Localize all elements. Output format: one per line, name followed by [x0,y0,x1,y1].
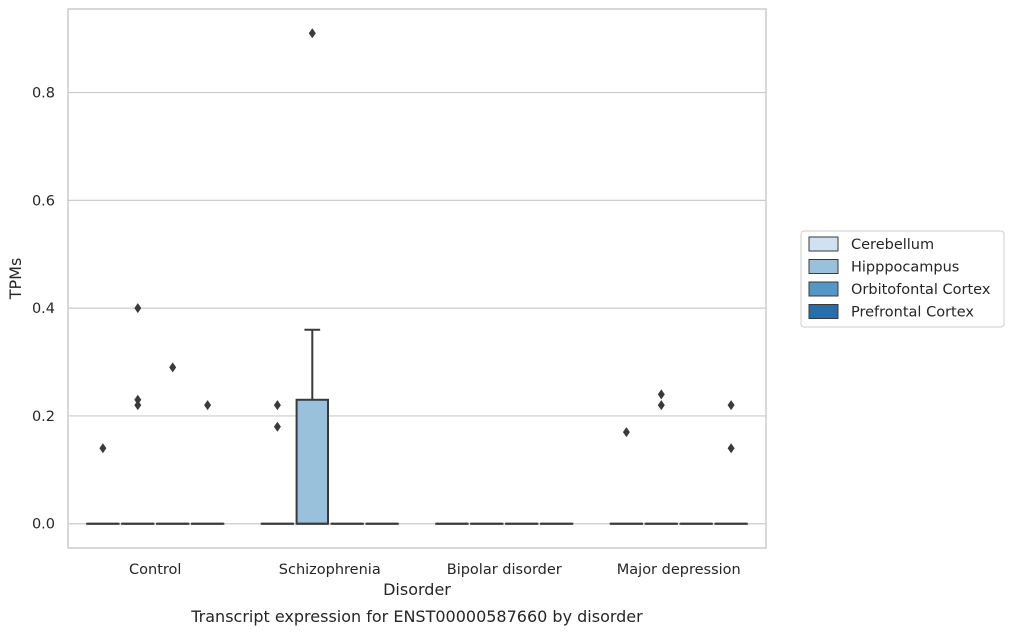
y-tick-label: 0.2 [32,409,55,425]
outlier-point [273,421,281,432]
y-tick-label: 0.0 [32,517,55,533]
y-tick-label: 0.6 [32,193,55,209]
outlier-point [657,400,665,411]
outlier-point [273,400,281,411]
x-tick-label: Schizophrenia [279,562,381,578]
y-tick-label: 0.4 [32,301,55,317]
outlier-point [99,443,107,454]
x-tick-labels: Control Schizophrenia Bipolar disorder Majo… [129,562,741,578]
x-tick-label: Major depression [617,562,741,578]
x-tick-label: Control [129,562,181,578]
box-body [295,398,330,525]
legend-label: Orbitofontal Cortex [851,282,991,298]
outlier-layer [99,28,735,454]
x-axis-title: Disorder [383,580,451,599]
outlier-point [657,389,665,400]
x-tick-label: Bipolar disorder [447,562,562,578]
y-axis-title: TPMs [6,258,25,301]
outlier-point [308,28,316,39]
legend-label: Cerebellum [851,237,934,253]
legend-swatch [808,259,839,274]
outlier-point [134,394,142,405]
outlier-point [169,362,177,373]
legend-swatch [808,281,839,297]
legend: Cerebellum Hipppocampus Orbitofontal Corte… [800,230,1005,328]
outlier-point [622,427,630,438]
y-tick-labels: 0.0 0.2 0.4 0.6 0.8 [32,86,55,533]
legend-frame [800,230,1005,328]
outlier-point [134,303,142,314]
legend-label: Prefrontal Cortex [851,305,974,321]
outlier-point [134,400,142,411]
chart-caption: Transcript expression for ENST0000058766… [190,607,643,626]
outlier-point [727,443,735,454]
plot-frame [67,8,767,549]
legend-swatch [808,304,839,319]
outlier-point [204,400,212,411]
y-tick-label: 0.8 [32,86,55,102]
legend-swatch [808,236,839,252]
box-hipppocampus [295,328,330,525]
legend-label: Hipppocampus [851,260,959,276]
box-layer [86,328,748,525]
gridlines [68,91,766,525]
outlier-point [727,400,735,411]
